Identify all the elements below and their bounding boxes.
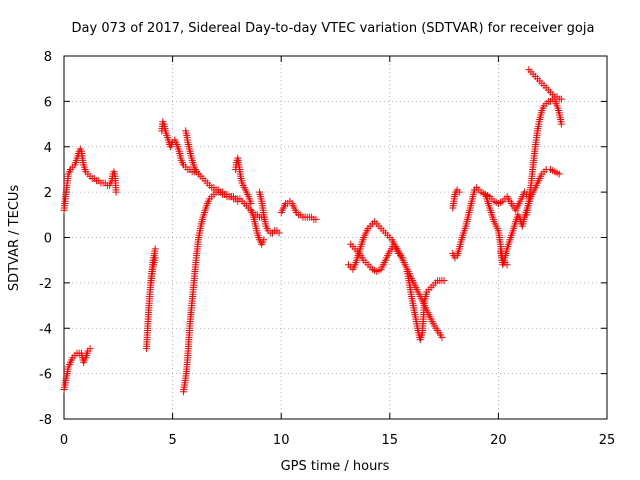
data-point-s17 (555, 170, 563, 178)
data-point-s2 (86, 345, 94, 353)
data-point-s14 (440, 277, 448, 285)
data-point-s4 (151, 254, 159, 262)
x-tick-label: 10 (273, 433, 290, 448)
x-tick-label: 20 (490, 433, 507, 448)
data-point-s11 (312, 215, 320, 223)
axis-ticks (63, 55, 608, 420)
y-tick-label: -6 (39, 368, 52, 383)
y-tick-label: -4 (39, 322, 52, 337)
data-point-s7 (234, 197, 242, 205)
y-tick-label: 8 (44, 50, 52, 65)
data-point-s10 (275, 229, 283, 237)
grid-lines (64, 56, 607, 419)
y-tick-label: -8 (39, 413, 52, 428)
y-tick-label: 4 (44, 141, 52, 156)
data-points (60, 66, 565, 396)
data-point-s13 (438, 333, 446, 341)
y-tick-label: 0 (44, 232, 52, 247)
y-tick-label: 6 (44, 95, 52, 110)
y-axis-label: SDTVAR / TECUs (7, 185, 22, 292)
x-axis-label: GPS time / hours (281, 459, 390, 474)
data-point-s8 (247, 199, 255, 207)
data-point-s3 (151, 245, 159, 253)
y-tick-label: -2 (39, 277, 52, 292)
x-tick-label: 25 (599, 433, 616, 448)
data-point-s20 (503, 261, 511, 269)
x-tick-label: 5 (168, 433, 176, 448)
data-point-s1 (112, 188, 120, 196)
data-point-s15 (455, 188, 463, 196)
x-tick-label: 15 (382, 433, 399, 448)
data-point-s9 (260, 236, 268, 244)
chart-title: Day 073 of 2017, Sidereal Day-to-day VTE… (72, 21, 595, 36)
x-tick-label: 0 (60, 433, 68, 448)
y-tick-label: 2 (44, 186, 52, 201)
plot-frame (63, 55, 608, 420)
data-point-s18 (557, 120, 565, 128)
data-point-s19 (557, 95, 565, 103)
